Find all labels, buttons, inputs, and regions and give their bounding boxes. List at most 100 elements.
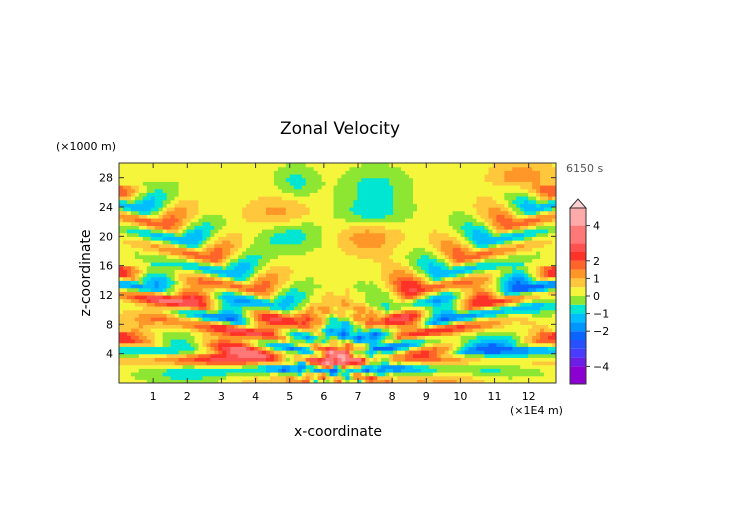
field-cell <box>194 295 200 300</box>
field-cell <box>222 375 227 380</box>
field-cell <box>190 284 196 289</box>
field-cell <box>250 240 255 245</box>
field-cell <box>130 361 136 366</box>
field-cell <box>305 276 311 281</box>
field-cell <box>138 346 144 351</box>
field-cell <box>369 221 374 226</box>
field-cell <box>412 210 418 215</box>
field-cell <box>444 346 450 351</box>
field-cell <box>428 262 434 267</box>
field-cell <box>246 346 251 351</box>
field-cell <box>353 225 358 230</box>
field-cell <box>210 269 215 274</box>
field-cell <box>190 181 196 186</box>
field-cell <box>341 342 347 347</box>
field-cell <box>420 199 426 204</box>
field-cell <box>369 174 374 179</box>
field-cell <box>365 269 370 274</box>
field-cell <box>309 232 315 237</box>
field-cell <box>218 214 223 219</box>
field-cell <box>134 236 140 241</box>
field-cell <box>341 218 347 223</box>
field-cell <box>349 313 354 318</box>
field-cell <box>119 210 124 215</box>
field-cell <box>301 174 307 179</box>
field-cell <box>293 181 299 186</box>
field-cell <box>412 335 418 340</box>
field-cell <box>405 284 410 289</box>
field-cell <box>166 342 172 347</box>
field-cell <box>333 295 339 300</box>
field-cell <box>297 218 303 223</box>
field-cell <box>273 199 279 204</box>
field-cell <box>305 273 311 278</box>
field-cell <box>273 258 279 263</box>
field-cell <box>122 364 128 369</box>
field-cell <box>162 276 168 281</box>
field-cell <box>234 328 239 333</box>
field-cell <box>285 174 291 179</box>
field-cell <box>186 361 192 366</box>
field-cell <box>401 306 406 311</box>
field-cell <box>126 350 132 355</box>
field-cell <box>210 331 215 336</box>
field-cell <box>369 357 374 362</box>
field-cell <box>174 353 180 358</box>
field-cell <box>265 317 271 322</box>
field-cell <box>254 203 259 208</box>
field-cell <box>444 210 450 215</box>
field-cell <box>337 177 343 182</box>
field-cell <box>337 287 343 292</box>
field-cell <box>242 247 247 252</box>
field-cell <box>262 166 267 171</box>
field-cell <box>158 218 164 223</box>
field-cell <box>321 210 327 215</box>
field-cell <box>377 280 382 285</box>
field-cell <box>222 379 227 383</box>
field-cell <box>444 306 450 311</box>
field-cell <box>269 240 275 245</box>
field-cell <box>385 232 390 237</box>
field-cell <box>265 177 271 182</box>
field-cell <box>262 258 267 263</box>
field-cell <box>345 309 351 314</box>
field-cell <box>365 364 370 369</box>
field-cell <box>389 236 394 241</box>
field-cell <box>373 276 378 281</box>
field-cell <box>285 170 291 175</box>
field-cell <box>234 357 239 362</box>
field-cell <box>238 254 243 259</box>
field-cell <box>285 280 291 285</box>
field-cell <box>258 265 263 270</box>
field-cell <box>186 203 192 208</box>
field-cell <box>412 240 418 245</box>
field-cell <box>357 339 362 344</box>
field-cell <box>353 166 358 171</box>
field-cell <box>277 210 283 215</box>
field-cell <box>281 302 287 307</box>
field-cell <box>401 309 406 314</box>
field-cell <box>353 335 358 340</box>
field-cell <box>281 243 287 248</box>
field-cell <box>317 218 323 223</box>
field-cell <box>250 214 255 219</box>
field-cell <box>254 199 259 204</box>
field-cell <box>174 166 180 171</box>
field-cell <box>210 192 215 197</box>
field-cell <box>357 342 362 347</box>
field-cell <box>246 357 251 362</box>
field-cell <box>405 214 410 219</box>
field-cell <box>345 192 351 197</box>
field-cell <box>126 225 132 230</box>
field-cell <box>357 229 362 234</box>
field-cell <box>250 313 255 318</box>
field-cell <box>154 328 160 333</box>
field-cell <box>194 302 200 307</box>
field-cell <box>357 243 362 248</box>
field-cell <box>158 185 164 190</box>
field-cell <box>444 276 450 281</box>
field-cell <box>353 265 358 270</box>
field-cell <box>226 269 231 274</box>
field-cell <box>269 236 275 241</box>
field-cell <box>206 306 211 311</box>
